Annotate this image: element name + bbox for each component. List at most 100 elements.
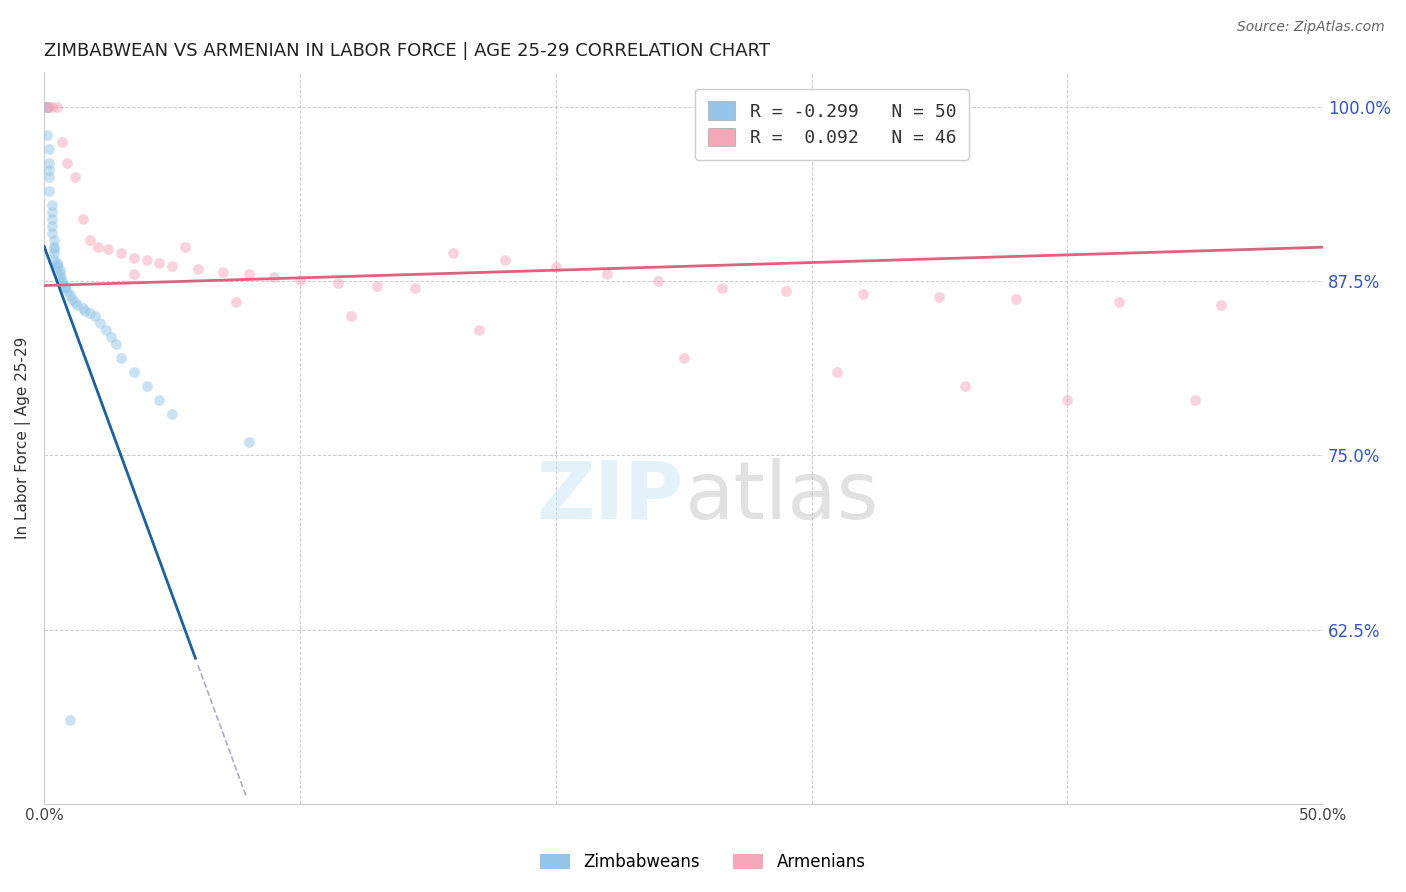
Point <box>79 233 101 247</box>
Point <box>366 278 388 293</box>
Text: atlas: atlas <box>683 458 877 535</box>
Point <box>63 295 86 310</box>
Point <box>1209 298 1232 312</box>
Point <box>238 268 260 282</box>
Point <box>46 100 69 114</box>
Point <box>38 184 60 198</box>
Point <box>38 100 60 114</box>
Point <box>46 258 69 272</box>
Point <box>263 270 285 285</box>
Point <box>48 268 70 282</box>
Point <box>35 100 58 114</box>
Point <box>35 128 58 142</box>
Point <box>953 379 976 393</box>
Point <box>53 278 76 293</box>
Point <box>44 239 66 253</box>
Point <box>596 268 619 282</box>
Point <box>328 276 350 290</box>
Point <box>97 242 120 256</box>
Point <box>100 330 122 344</box>
Point <box>66 298 89 312</box>
Point <box>187 261 209 276</box>
Point <box>38 156 60 170</box>
Point <box>87 239 110 253</box>
Y-axis label: In Labor Force | Age 25-29: In Labor Force | Age 25-29 <box>15 337 31 539</box>
Point <box>51 276 73 290</box>
Point <box>44 246 66 260</box>
Point <box>212 264 235 278</box>
Point <box>51 135 73 149</box>
Point <box>928 290 950 304</box>
Point <box>38 169 60 184</box>
Point <box>340 309 363 323</box>
Point <box>89 316 111 330</box>
Point <box>711 281 734 295</box>
Point <box>672 351 695 365</box>
Point <box>225 295 247 310</box>
Text: ZIP: ZIP <box>537 458 683 535</box>
Point <box>44 253 66 268</box>
Point <box>46 256 69 270</box>
Point <box>35 100 58 114</box>
Point <box>56 156 79 170</box>
Point <box>852 286 875 301</box>
Point <box>72 211 94 226</box>
Point <box>44 233 66 247</box>
Point <box>1005 293 1028 307</box>
Point <box>41 100 63 114</box>
Point <box>443 246 465 260</box>
Point <box>72 301 94 315</box>
Point <box>84 309 107 323</box>
Point <box>160 259 183 273</box>
Point <box>41 211 63 226</box>
Point <box>122 268 145 282</box>
Point <box>544 260 567 275</box>
Point <box>41 198 63 212</box>
Point <box>51 273 73 287</box>
Point <box>75 303 97 318</box>
Point <box>53 281 76 295</box>
Point <box>41 226 63 240</box>
Point <box>1056 392 1078 407</box>
Point <box>122 365 145 379</box>
Point <box>59 288 82 302</box>
Text: Source: ZipAtlas.com: Source: ZipAtlas.com <box>1237 20 1385 34</box>
Point <box>110 246 132 260</box>
Point <box>38 162 60 177</box>
Point <box>60 293 83 307</box>
Point <box>35 100 58 114</box>
Point <box>135 253 157 268</box>
Point <box>38 142 60 156</box>
Point <box>238 434 260 449</box>
Point <box>135 379 157 393</box>
Point <box>173 239 195 253</box>
Point <box>110 351 132 365</box>
Legend: R = -0.299   N = 50, R =  0.092   N = 46: R = -0.299 N = 50, R = 0.092 N = 46 <box>696 89 969 160</box>
Point <box>468 323 491 337</box>
Point <box>79 306 101 320</box>
Point <box>404 281 426 295</box>
Point <box>1184 392 1206 407</box>
Legend: Zimbabweans, Armenians: Zimbabweans, Armenians <box>531 845 875 880</box>
Point <box>148 256 170 270</box>
Point <box>647 274 669 288</box>
Point <box>35 100 58 114</box>
Point <box>56 284 79 298</box>
Point <box>160 407 183 421</box>
Point <box>48 270 70 285</box>
Point <box>1108 295 1130 310</box>
Point <box>41 219 63 233</box>
Text: ZIMBABWEAN VS ARMENIAN IN LABOR FORCE | AGE 25-29 CORRELATION CHART: ZIMBABWEAN VS ARMENIAN IN LABOR FORCE | … <box>44 42 770 60</box>
Point <box>59 713 82 727</box>
Point <box>48 263 70 277</box>
Point <box>825 365 848 379</box>
Point <box>148 392 170 407</box>
Point <box>775 284 797 298</box>
Point <box>63 169 86 184</box>
Point <box>41 204 63 219</box>
Point <box>288 273 311 287</box>
Point <box>35 100 58 114</box>
Point <box>44 242 66 256</box>
Point <box>94 323 117 337</box>
Point <box>104 337 127 351</box>
